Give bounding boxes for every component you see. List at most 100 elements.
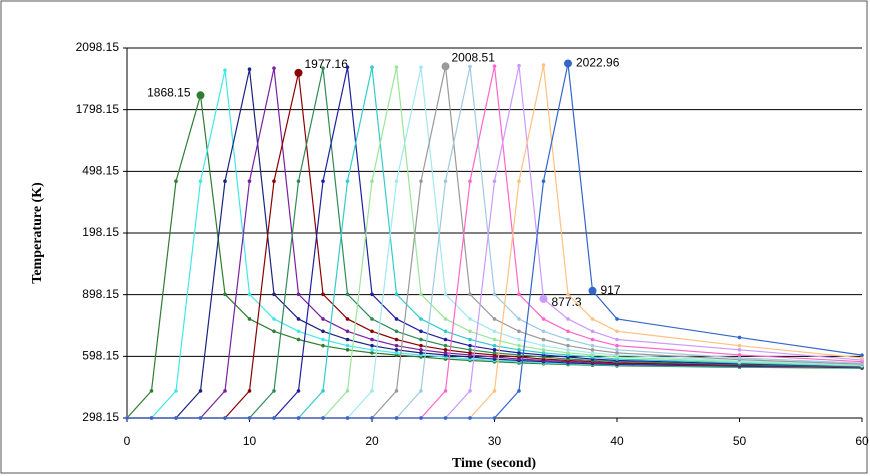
point-marker bbox=[541, 63, 546, 67]
point-marker bbox=[419, 179, 423, 184]
point-marker bbox=[419, 317, 423, 321]
point-marker bbox=[419, 337, 423, 342]
point-marker bbox=[321, 66, 325, 70]
point-marker bbox=[321, 416, 325, 420]
point-marker bbox=[223, 292, 227, 297]
point-marker bbox=[370, 351, 374, 355]
point-marker bbox=[566, 337, 570, 342]
point-marker bbox=[566, 347, 570, 352]
point-marker bbox=[370, 389, 374, 393]
point-marker bbox=[198, 389, 203, 393]
point-marker bbox=[247, 389, 252, 393]
point-marker bbox=[492, 337, 497, 342]
point-marker bbox=[517, 63, 521, 68]
point-marker bbox=[541, 343, 546, 348]
point-marker bbox=[247, 67, 252, 72]
point-marker bbox=[566, 317, 570, 321]
point-marker bbox=[441, 62, 450, 71]
point-marker bbox=[492, 292, 497, 297]
point-marker bbox=[345, 343, 350, 348]
point-marker bbox=[541, 179, 546, 184]
point-marker bbox=[468, 351, 472, 355]
point-marker bbox=[419, 329, 423, 334]
point-marker bbox=[492, 64, 497, 68]
data-label: 1868.15 bbox=[147, 85, 191, 99]
point-marker bbox=[566, 329, 570, 334]
point-marker bbox=[468, 64, 472, 69]
point-marker bbox=[247, 317, 252, 321]
point-marker bbox=[272, 292, 276, 297]
data-label: 1977.16 bbox=[305, 57, 349, 71]
y-tick-label: 498.15 bbox=[82, 164, 119, 178]
point-marker bbox=[345, 416, 350, 420]
point-marker bbox=[394, 329, 399, 334]
point-marker bbox=[198, 416, 203, 420]
point-marker bbox=[468, 329, 472, 334]
point-marker bbox=[296, 292, 301, 297]
point-marker bbox=[419, 389, 423, 393]
x-tick-label: 10 bbox=[243, 434, 257, 448]
point-marker bbox=[296, 329, 301, 334]
point-marker bbox=[468, 389, 472, 393]
point-marker bbox=[272, 317, 276, 321]
point-marker bbox=[492, 343, 497, 348]
point-marker bbox=[394, 347, 399, 352]
point-marker bbox=[615, 317, 619, 321]
point-marker bbox=[247, 292, 252, 297]
point-marker bbox=[564, 59, 572, 68]
point-marker bbox=[394, 351, 399, 355]
point-marker bbox=[517, 317, 521, 321]
point-marker bbox=[443, 179, 448, 184]
point-marker bbox=[468, 179, 472, 184]
point-marker bbox=[615, 329, 619, 334]
point-marker bbox=[394, 65, 399, 69]
point-marker bbox=[321, 389, 325, 393]
point-marker bbox=[394, 317, 399, 321]
point-marker bbox=[737, 353, 742, 357]
point-marker bbox=[149, 389, 154, 393]
point-marker bbox=[443, 416, 448, 420]
point-marker bbox=[321, 179, 325, 184]
point-marker bbox=[370, 179, 374, 184]
point-marker bbox=[492, 329, 497, 334]
point-marker bbox=[345, 347, 350, 352]
point-marker bbox=[345, 317, 350, 321]
point-marker bbox=[468, 416, 472, 420]
point-marker bbox=[247, 179, 252, 184]
x-axis-label: Time (second) bbox=[452, 456, 536, 471]
point-marker bbox=[492, 179, 497, 184]
y-axis-label: Temperature (K) bbox=[30, 182, 45, 284]
point-marker bbox=[370, 65, 374, 69]
point-marker bbox=[394, 337, 399, 342]
point-marker bbox=[125, 416, 129, 420]
point-marker bbox=[541, 329, 546, 334]
x-tick-label: 30 bbox=[488, 434, 502, 448]
point-marker bbox=[223, 68, 227, 73]
point-marker bbox=[370, 329, 374, 334]
point-marker bbox=[272, 416, 276, 420]
point-marker bbox=[492, 317, 497, 321]
point-marker bbox=[541, 351, 546, 355]
point-marker bbox=[517, 337, 521, 342]
point-marker bbox=[443, 389, 448, 393]
point-marker bbox=[468, 347, 472, 352]
point-marker bbox=[294, 68, 303, 77]
point-marker bbox=[443, 317, 448, 321]
point-marker bbox=[272, 179, 276, 184]
point-marker bbox=[737, 335, 742, 340]
point-marker bbox=[370, 347, 374, 352]
point-marker bbox=[468, 343, 472, 348]
point-marker bbox=[174, 416, 178, 420]
point-marker bbox=[394, 179, 399, 184]
point-marker bbox=[321, 343, 325, 348]
point-marker bbox=[517, 343, 521, 348]
point-marker bbox=[198, 179, 203, 184]
point-marker bbox=[370, 292, 374, 297]
data-label: 2008.51 bbox=[452, 51, 496, 65]
point-marker bbox=[419, 343, 423, 348]
point-marker bbox=[615, 343, 619, 348]
point-marker bbox=[517, 351, 521, 355]
point-marker bbox=[223, 416, 227, 420]
